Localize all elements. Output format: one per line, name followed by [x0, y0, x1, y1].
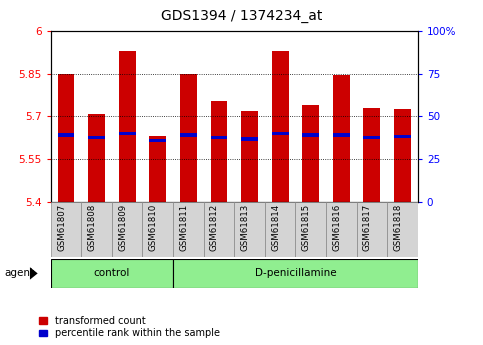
Bar	[356, 202, 387, 257]
Bar	[204, 202, 234, 257]
Legend: transformed count, percentile rank within the sample: transformed count, percentile rank withi…	[39, 316, 220, 338]
Text: GSM61815: GSM61815	[302, 204, 311, 251]
Text: GSM61813: GSM61813	[241, 204, 250, 251]
Bar	[241, 138, 258, 141]
Bar	[265, 202, 296, 257]
Bar	[234, 202, 265, 257]
Bar	[57, 133, 74, 137]
Text: GSM61807: GSM61807	[57, 204, 66, 251]
Bar	[119, 132, 136, 135]
Bar	[394, 109, 411, 202]
Bar	[180, 133, 197, 137]
Bar	[241, 111, 258, 202]
Bar	[333, 133, 350, 137]
Bar	[112, 202, 142, 257]
Bar	[302, 105, 319, 202]
Text: GSM61817: GSM61817	[363, 204, 372, 251]
Bar	[51, 259, 173, 288]
Polygon shape	[30, 267, 38, 279]
Bar	[211, 101, 227, 202]
Text: GSM61816: GSM61816	[332, 204, 341, 251]
Bar	[88, 114, 105, 202]
Bar	[180, 74, 197, 202]
Bar	[272, 132, 288, 135]
Text: D-penicillamine: D-penicillamine	[255, 268, 336, 278]
Text: GDS1394 / 1374234_at: GDS1394 / 1374234_at	[161, 9, 322, 23]
Bar	[394, 135, 411, 138]
Bar	[333, 75, 350, 202]
Text: GSM61814: GSM61814	[271, 204, 280, 251]
Bar	[51, 202, 81, 257]
Text: GSM61809: GSM61809	[118, 204, 127, 250]
Text: GSM61810: GSM61810	[149, 204, 158, 251]
Bar	[387, 202, 418, 257]
Text: GSM61808: GSM61808	[87, 204, 97, 251]
Bar	[272, 51, 288, 202]
Bar	[149, 139, 166, 142]
Bar	[211, 136, 227, 139]
Bar	[88, 136, 105, 139]
Text: GSM61818: GSM61818	[394, 204, 402, 251]
Text: control: control	[94, 268, 130, 278]
Bar	[173, 259, 418, 288]
Bar	[326, 202, 356, 257]
Bar	[81, 202, 112, 257]
Bar	[296, 202, 326, 257]
Text: GSM61812: GSM61812	[210, 204, 219, 251]
Bar	[302, 133, 319, 137]
Bar	[142, 202, 173, 257]
Bar	[173, 202, 204, 257]
Bar	[364, 136, 380, 139]
Bar	[119, 51, 136, 202]
Bar	[364, 108, 380, 202]
Text: agent: agent	[5, 268, 35, 278]
Text: GSM61811: GSM61811	[179, 204, 188, 251]
Bar	[57, 74, 74, 202]
Bar	[149, 136, 166, 202]
